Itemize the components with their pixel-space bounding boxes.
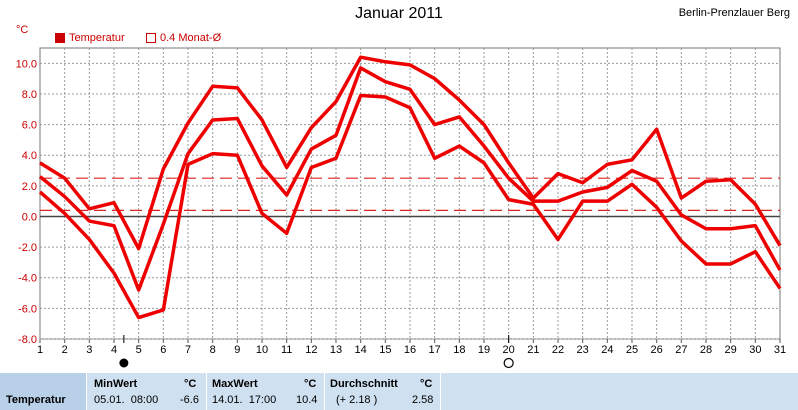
x-tick-label: 13 (330, 344, 342, 356)
y-tick-label: -4.0 (18, 273, 37, 285)
y-tick-label: 2.0 (22, 181, 37, 193)
x-tick-label: 8 (210, 344, 216, 356)
x-tick-label: 6 (160, 344, 166, 356)
full-moon-icon (503, 357, 514, 369)
chart-title: Januar 2011 (355, 5, 443, 22)
x-tick-label: 15 (379, 344, 391, 356)
series-line-temperatur (38, 66, 782, 292)
column-divider (440, 373, 441, 410)
y-tick-label: 4.0 (22, 150, 37, 162)
y-tick-label: 6.0 (22, 120, 37, 132)
max-header: MaxWert (212, 378, 258, 390)
legend-hollow-square-icon (146, 33, 156, 43)
x-tick-label: 10 (256, 344, 268, 356)
x-tick-label: 18 (453, 344, 465, 356)
x-tick-label: 20 (503, 344, 515, 356)
x-tick-label: 23 (577, 344, 589, 356)
x-tick-label: 14 (355, 344, 367, 356)
y-tick-label: 0.0 (22, 211, 37, 223)
avg-unit: °C (420, 378, 433, 390)
x-tick-label: 3 (86, 344, 92, 356)
min-header: MinWert (94, 378, 138, 390)
avg-delta: (+ 2.18 ) (336, 394, 378, 406)
avg-header: Durchschnitt (330, 378, 398, 390)
legend-label-temperatur: Temperatur (69, 32, 125, 44)
x-tick-label: 30 (749, 344, 761, 356)
summary-table: Temperatur MinWert °C 05.01. 08:00 -6.6 … (0, 373, 798, 410)
x-tick-label: 16 (404, 344, 416, 356)
x-tick-label: 22 (552, 344, 564, 356)
y-tick-label: -2.0 (18, 242, 37, 254)
x-tick-label: 31 (774, 344, 786, 356)
min-value: -6.6 (180, 394, 199, 406)
new-moon-icon (119, 358, 129, 368)
x-tick-label: 28 (700, 344, 712, 356)
x-tick-label: 9 (234, 344, 240, 356)
max-value: 10.4 (296, 394, 318, 406)
x-tick-label: 7 (185, 344, 191, 356)
x-tick-label: 2 (62, 344, 68, 356)
column-divider (324, 373, 325, 410)
y-tick-label: -6.0 (18, 303, 37, 315)
y-axis-unit: °C (16, 24, 29, 36)
summary-row-label-cell (0, 373, 86, 410)
x-tick-label: 27 (675, 344, 687, 356)
max-time: 14.01. 17:00 (212, 394, 277, 406)
x-tick-label: 25 (626, 344, 638, 356)
x-tick-label: 11 (281, 344, 292, 356)
min-time: 05.01. 08:00 (94, 394, 159, 406)
column-divider (206, 373, 207, 410)
y-tick-label: -8.0 (18, 334, 37, 346)
y-tick-label: 10.0 (16, 58, 37, 70)
legend-monthly-average[interactable]: 0.4 Monat-Ø (146, 32, 221, 44)
x-tick-label: 5 (136, 344, 142, 356)
max-unit: °C (304, 378, 317, 390)
x-tick-label: 29 (725, 344, 737, 356)
y-tick-label: 8.0 (22, 89, 37, 101)
column-divider (86, 373, 87, 410)
x-tick-label: 21 (527, 344, 539, 356)
avg-value: 2.58 (412, 394, 434, 406)
series-line-temperatur (38, 93, 782, 320)
temperature-chart: 1 2 3 4 5 6 7 8 9 10 11 12 13 14 15 16 17 18 19 20 21 22 23 24 2… (16, 47, 786, 369)
legend-temperatur[interactable]: Temperatur (55, 32, 125, 44)
x-tick-label: 26 (651, 344, 663, 356)
x-tick-label: 4 (111, 344, 117, 356)
x-tick-label: 17 (429, 344, 441, 356)
x-tick-label: 24 (601, 344, 613, 356)
min-unit: °C (184, 378, 197, 390)
x-tick-label: 1 (37, 344, 43, 356)
x-tick-label: 12 (305, 344, 317, 356)
legend-filled-square-icon (55, 33, 65, 43)
legend-label-monthly-average: 0.4 Monat-Ø (160, 32, 222, 44)
summary-row-label: Temperatur (6, 394, 66, 406)
series-line-temperatur (39, 55, 782, 251)
station-name: Berlin-Prenzlauer Berg (678, 7, 790, 19)
x-tick-label: 19 (478, 344, 490, 356)
